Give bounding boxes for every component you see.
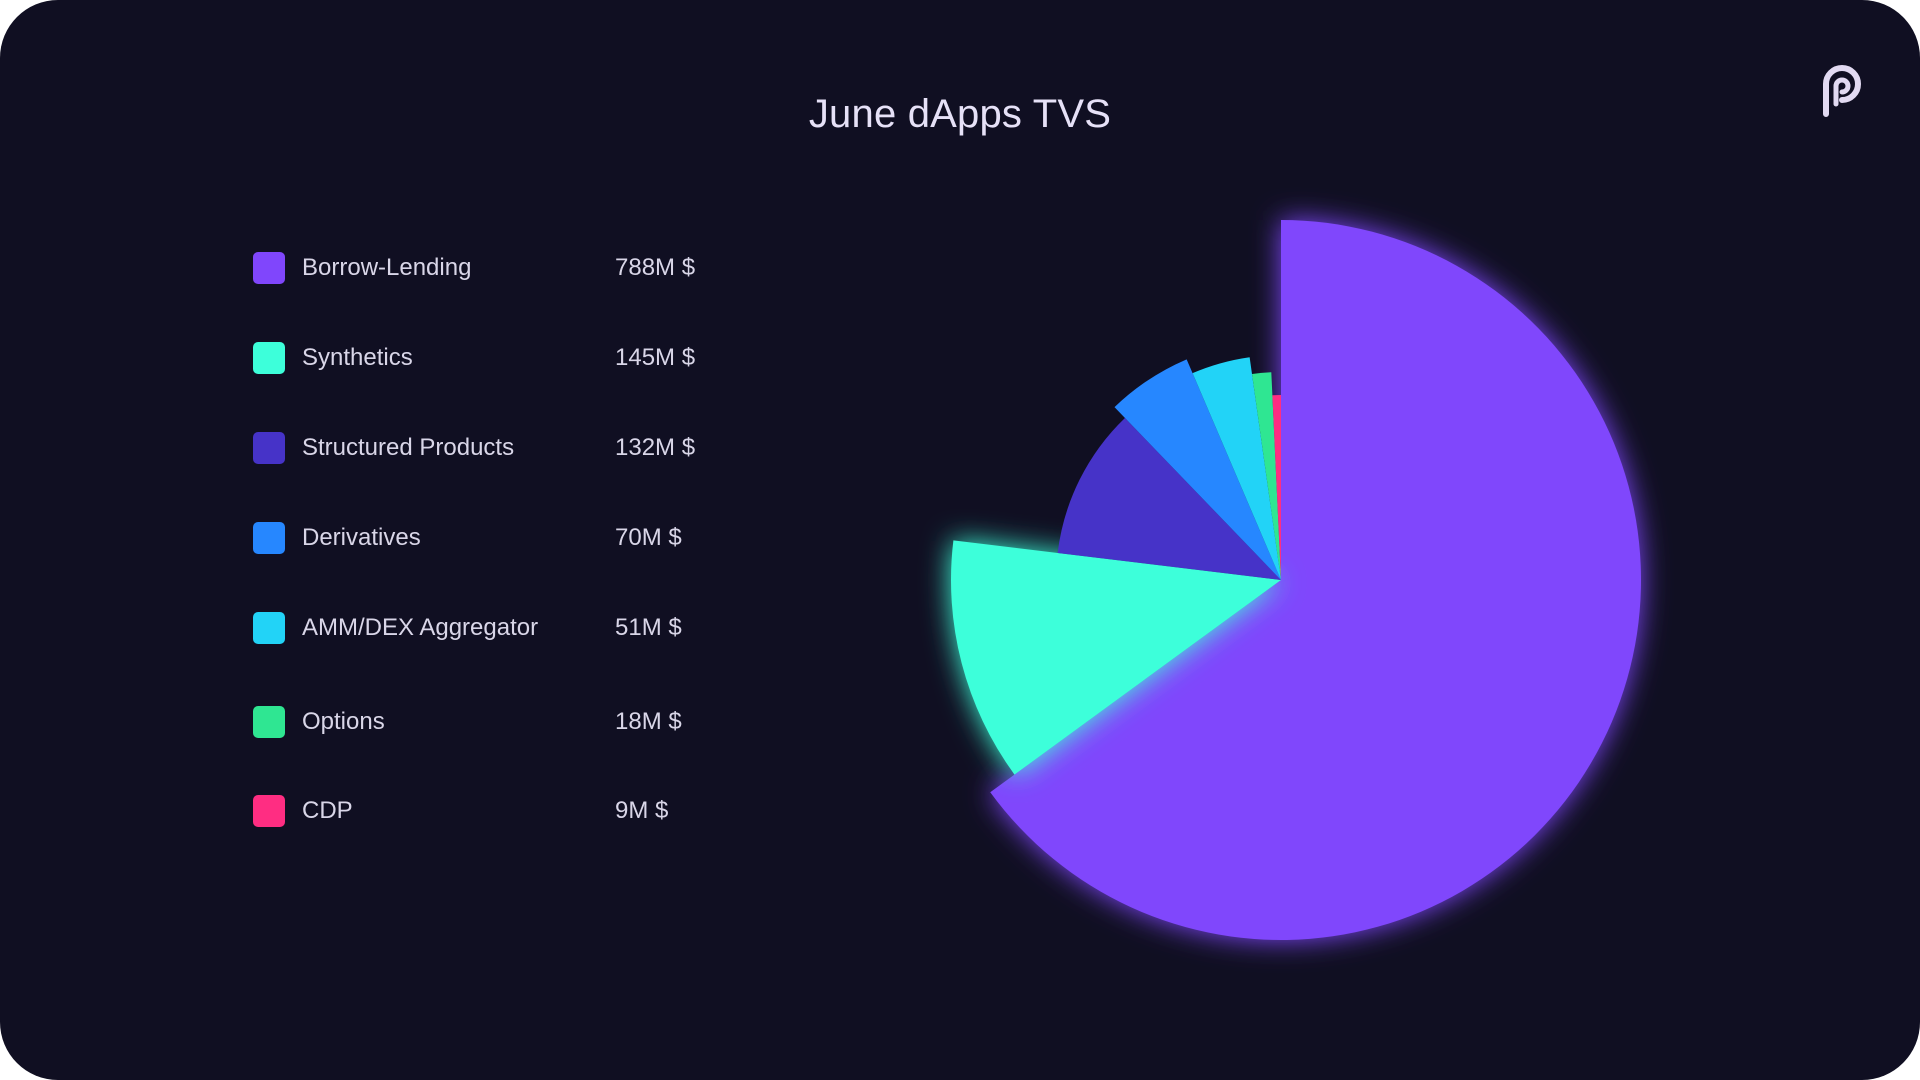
legend-item: Structured Products 132M $ <box>253 431 773 465</box>
legend-value: 18M $ <box>615 708 682 735</box>
legend-label: Derivatives <box>302 524 421 551</box>
legend-item: Synthetics 145M $ <box>253 341 773 375</box>
legend-value: 788M $ <box>615 254 696 281</box>
legend-swatch <box>253 342 285 374</box>
legend-value: 51M $ <box>615 614 682 641</box>
legend-item: Derivatives 70M $ <box>253 521 773 555</box>
legend-label: Borrow-Lending <box>302 254 472 281</box>
legend-value: 70M $ <box>615 524 682 551</box>
pyth-logo-icon <box>1823 65 1861 117</box>
pie-slice-derivatives <box>1114 359 1281 580</box>
legend-label: AMM/DEX Aggregator <box>302 614 539 641</box>
legend-value: 132M $ <box>615 434 696 461</box>
legend-label: Structured Products <box>302 434 515 461</box>
pie-slice-amm-dex-aggregator <box>1192 357 1281 580</box>
legend-item: CDP 9M $ <box>253 794 773 828</box>
legend-item: AMM/DEX Aggregator 51M $ <box>253 611 773 645</box>
legend-item: Borrow-Lending 788M $ <box>253 251 773 285</box>
pie-slice-options <box>1252 372 1281 580</box>
legend-swatch <box>253 432 285 464</box>
legend-swatch <box>253 612 285 644</box>
pie-slice-borrow-lending <box>990 220 1642 940</box>
pie-slice-structured-products <box>1057 417 1281 580</box>
legend-label: Options <box>302 708 385 735</box>
legend-swatch <box>253 795 285 827</box>
legend-swatch <box>253 252 285 284</box>
legend-label: CDP <box>302 797 353 824</box>
legend-item: Options 18M $ <box>253 705 773 739</box>
legend-swatch <box>253 706 285 738</box>
legend-value: 145M $ <box>615 344 696 371</box>
legend-swatch <box>253 522 285 554</box>
legend-label: Synthetics <box>302 344 413 371</box>
legend-value: 9M $ <box>615 797 669 824</box>
chart-legend: Borrow-Lending 788M $ Synthetics 145M $ Stru… <box>253 0 773 1080</box>
pie-slice-synthetics <box>950 540 1281 775</box>
chart-title: June dApps TVS <box>808 92 1112 136</box>
pie-slice-cdp <box>1272 395 1281 580</box>
